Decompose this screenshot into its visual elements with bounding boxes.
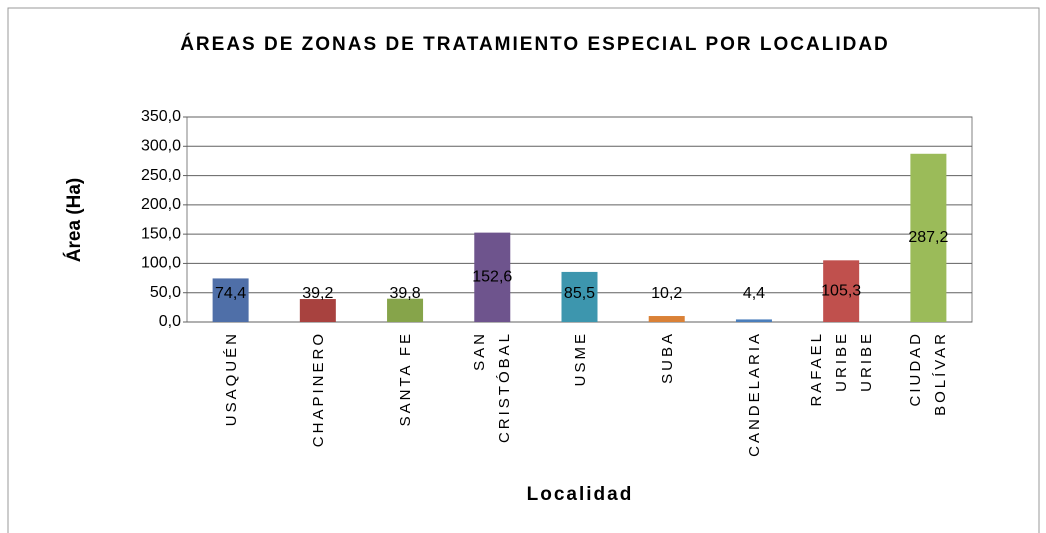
value-label: 74,4 bbox=[215, 285, 246, 302]
bar bbox=[561, 271, 598, 322]
x-tick-label: USME bbox=[571, 331, 588, 387]
x-tick-label: SANTA FE bbox=[396, 331, 414, 427]
bar bbox=[212, 278, 249, 322]
x-axis-label: Localidad bbox=[527, 484, 634, 505]
value-label: 85,5 bbox=[564, 285, 595, 302]
y-tick-label: 200,0 bbox=[141, 196, 181, 213]
x-tick-label: SAN CRISTÓBAL bbox=[471, 331, 514, 444]
value-label: 39,2 bbox=[302, 285, 333, 302]
y-tick-label: 50,0 bbox=[150, 284, 181, 301]
x-tick-label: CHAPINERO bbox=[309, 331, 327, 448]
bar bbox=[648, 316, 685, 322]
y-tick-label: 300,0 bbox=[141, 138, 181, 155]
bar bbox=[910, 153, 947, 322]
y-tick-label: 150,0 bbox=[141, 225, 181, 242]
chart-title: ÁREAS DE ZONAS DE TRATAMIENTO ESPECIAL P… bbox=[180, 33, 890, 55]
bar bbox=[474, 232, 511, 322]
bar bbox=[823, 260, 860, 322]
x-tick-label: CIUDAD BOLÍVAR bbox=[907, 331, 950, 416]
y-tick-label: 350,0 bbox=[141, 108, 181, 125]
x-tick-label: CANDELARIA bbox=[745, 331, 763, 457]
x-tick-label: SUBA bbox=[658, 331, 676, 384]
x-tick-label: RAFAEL URIBE URIBE bbox=[807, 331, 875, 407]
value-label: 287,2 bbox=[908, 229, 948, 246]
value-label: 10,2 bbox=[651, 285, 682, 302]
y-tick-label: 250,0 bbox=[141, 167, 181, 184]
y-tick-label: 0,0 bbox=[159, 313, 181, 330]
y-tick-label: 100,0 bbox=[141, 255, 181, 272]
value-label: 39,8 bbox=[389, 285, 420, 302]
y-axis-label: Área (Ha) bbox=[63, 178, 85, 262]
bar bbox=[735, 319, 772, 322]
value-label: 105,3 bbox=[821, 282, 861, 299]
bar bbox=[387, 298, 424, 322]
value-label: 4,4 bbox=[743, 285, 765, 302]
x-tick-label: USAQUÉN bbox=[222, 331, 240, 427]
bar bbox=[299, 299, 336, 322]
value-label: 152,6 bbox=[472, 269, 512, 286]
